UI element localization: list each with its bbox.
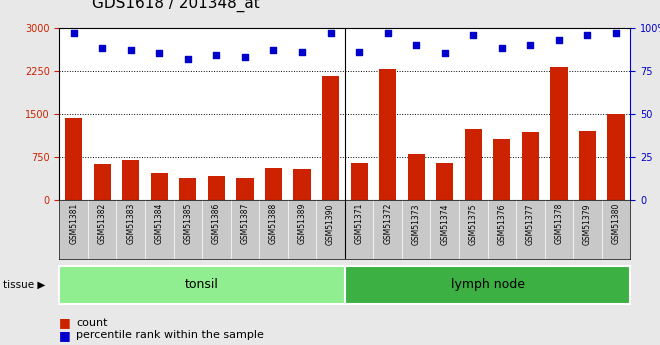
Bar [236,178,253,200]
Bar [436,163,453,200]
Point [440,51,450,56]
Text: GSM51384: GSM51384 [155,203,164,244]
Bar [65,118,82,200]
Point [297,49,308,55]
Text: GSM51390: GSM51390 [326,203,335,245]
Point [69,30,79,36]
Point [354,49,364,55]
Bar [493,139,510,200]
Bar [94,165,111,200]
Text: GSM51373: GSM51373 [412,203,420,245]
Text: GSM51374: GSM51374 [440,203,449,245]
Point [325,30,336,36]
Text: ■: ■ [59,329,75,342]
Bar [345,266,630,304]
Text: GSM51385: GSM51385 [183,203,192,244]
Bar [294,169,311,200]
Text: GSM51377: GSM51377 [526,203,535,245]
Bar [465,129,482,200]
Text: GSM51376: GSM51376 [498,203,506,245]
Text: count: count [76,318,108,327]
Text: tonsil: tonsil [185,278,219,291]
Text: percentile rank within the sample: percentile rank within the sample [76,331,264,340]
Point [411,42,422,48]
Point [211,52,222,58]
Text: GSM51387: GSM51387 [240,203,249,244]
Bar [408,154,425,200]
Text: GSM51388: GSM51388 [269,203,278,244]
Bar [322,76,339,200]
Text: GSM51378: GSM51378 [554,203,564,244]
Point [382,30,393,36]
Bar [522,132,539,200]
Bar [150,172,168,200]
Bar [208,176,225,200]
Point [268,47,279,53]
Text: GSM51386: GSM51386 [212,203,221,244]
Text: tissue ▶: tissue ▶ [3,280,46,289]
Point [610,30,621,36]
Bar [180,178,197,200]
Text: GDS1618 / 201348_at: GDS1618 / 201348_at [92,0,260,12]
Bar [350,163,368,200]
Text: GSM51375: GSM51375 [469,203,478,245]
Text: lymph node: lymph node [451,278,525,291]
Text: ■: ■ [59,316,75,329]
Point [183,56,193,61]
Point [496,46,507,51]
Point [582,32,593,37]
Text: GSM51381: GSM51381 [69,203,78,244]
Text: GSM51379: GSM51379 [583,203,592,245]
Text: GSM51371: GSM51371 [354,203,364,244]
Text: GSM51389: GSM51389 [298,203,306,244]
Point [240,54,250,60]
Bar [607,114,624,200]
Point [125,47,136,53]
Bar [59,266,345,304]
Bar [265,168,282,200]
Bar [579,131,596,200]
Text: GSM51382: GSM51382 [98,203,107,244]
Bar [379,69,396,200]
Text: GSM51383: GSM51383 [126,203,135,244]
Point [154,51,164,56]
Text: GSM51380: GSM51380 [612,203,620,244]
Point [525,42,536,48]
Bar [122,160,139,200]
Text: GSM51372: GSM51372 [383,203,392,244]
Bar [550,67,568,200]
Point [554,37,564,42]
Point [468,32,478,37]
Point [97,46,108,51]
